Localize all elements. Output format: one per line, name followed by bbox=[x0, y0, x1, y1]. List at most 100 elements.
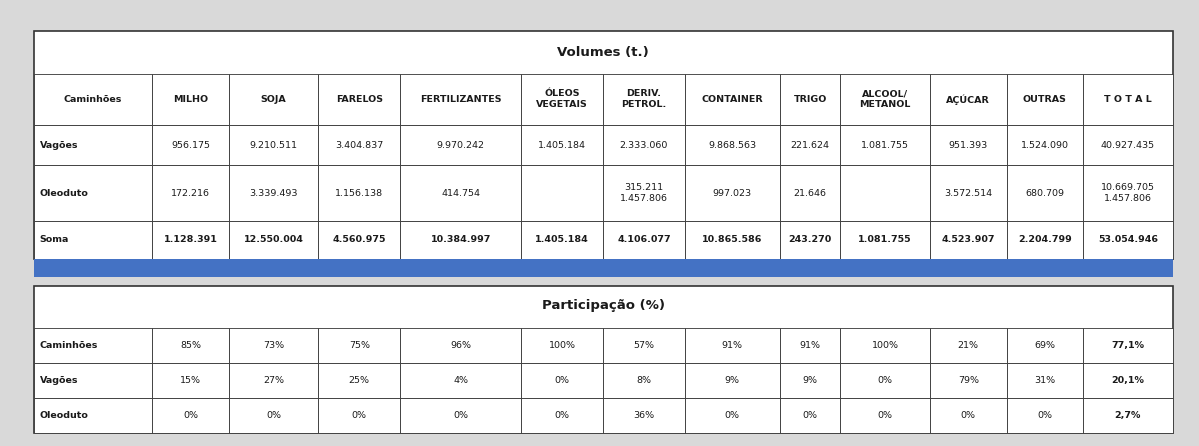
Bar bbox=[930, 221, 1006, 259]
Text: 0%: 0% bbox=[266, 411, 281, 420]
Text: 997.023: 997.023 bbox=[712, 189, 752, 198]
Bar bbox=[34, 328, 152, 363]
Text: 680.709: 680.709 bbox=[1025, 189, 1065, 198]
Text: 1.524.090: 1.524.090 bbox=[1020, 140, 1068, 149]
Text: Vagões: Vagões bbox=[40, 376, 78, 385]
Bar bbox=[603, 221, 685, 259]
Text: 4.523.907: 4.523.907 bbox=[941, 235, 995, 244]
Bar bbox=[1083, 165, 1173, 221]
Text: 0%: 0% bbox=[960, 411, 976, 420]
Bar bbox=[840, 74, 930, 125]
Text: 91%: 91% bbox=[800, 341, 820, 350]
Bar bbox=[779, 74, 840, 125]
Bar bbox=[930, 328, 1006, 363]
Text: 9.970.242: 9.970.242 bbox=[436, 140, 484, 149]
Bar bbox=[840, 125, 930, 165]
Bar bbox=[318, 221, 400, 259]
Text: 15%: 15% bbox=[180, 376, 201, 385]
Text: FERTILIZANTES: FERTILIZANTES bbox=[420, 95, 501, 104]
Text: Participação (%): Participação (%) bbox=[542, 299, 664, 312]
Bar bbox=[152, 74, 229, 125]
Bar bbox=[685, 398, 779, 433]
Text: 1.405.184: 1.405.184 bbox=[535, 235, 589, 244]
Text: 10.669.705
1.457.806: 10.669.705 1.457.806 bbox=[1101, 183, 1155, 203]
Text: SOJA: SOJA bbox=[260, 95, 287, 104]
Text: Caminhões: Caminhões bbox=[40, 341, 98, 350]
Bar bbox=[840, 398, 930, 433]
Text: ALCOOL/
METANOL: ALCOOL/ METANOL bbox=[860, 89, 911, 109]
Bar bbox=[1083, 125, 1173, 165]
Text: 10.384.997: 10.384.997 bbox=[430, 235, 490, 244]
Bar bbox=[840, 363, 930, 398]
Bar bbox=[603, 165, 685, 221]
Bar bbox=[779, 125, 840, 165]
Text: 315.211
1.457.806: 315.211 1.457.806 bbox=[620, 183, 668, 203]
Text: Volumes (t.): Volumes (t.) bbox=[558, 46, 649, 59]
Text: 1.081.755: 1.081.755 bbox=[858, 235, 912, 244]
Text: 36%: 36% bbox=[633, 411, 655, 420]
Text: 25%: 25% bbox=[349, 376, 369, 385]
Bar bbox=[603, 125, 685, 165]
Text: OUTRAS: OUTRAS bbox=[1023, 95, 1067, 104]
Text: 73%: 73% bbox=[263, 341, 284, 350]
Bar bbox=[34, 165, 152, 221]
Bar bbox=[522, 363, 603, 398]
Text: 8%: 8% bbox=[637, 376, 651, 385]
Bar bbox=[1006, 125, 1083, 165]
Text: 221.624: 221.624 bbox=[790, 140, 830, 149]
Text: 85%: 85% bbox=[180, 341, 201, 350]
Text: 1.081.755: 1.081.755 bbox=[861, 140, 909, 149]
Bar bbox=[318, 74, 400, 125]
Text: Oleoduto: Oleoduto bbox=[40, 189, 89, 198]
Bar bbox=[229, 221, 318, 259]
Bar bbox=[229, 125, 318, 165]
Bar bbox=[685, 74, 779, 125]
Text: 21%: 21% bbox=[958, 341, 978, 350]
Bar bbox=[1006, 165, 1083, 221]
Bar bbox=[779, 398, 840, 433]
Text: 2,7%: 2,7% bbox=[1115, 411, 1141, 420]
Text: 2.204.799: 2.204.799 bbox=[1018, 235, 1072, 244]
Text: 0%: 0% bbox=[878, 411, 893, 420]
Bar bbox=[229, 74, 318, 125]
Bar bbox=[930, 74, 1006, 125]
Text: 21.646: 21.646 bbox=[794, 189, 826, 198]
Bar bbox=[522, 328, 603, 363]
Text: 27%: 27% bbox=[263, 376, 284, 385]
Bar bbox=[152, 398, 229, 433]
Bar bbox=[400, 328, 522, 363]
Text: ÓLEOS
VEGETAIS: ÓLEOS VEGETAIS bbox=[536, 89, 588, 109]
Text: 0%: 0% bbox=[555, 376, 570, 385]
Bar bbox=[34, 398, 152, 433]
Text: 4.560.975: 4.560.975 bbox=[332, 235, 386, 244]
Text: 91%: 91% bbox=[722, 341, 743, 350]
Bar bbox=[1006, 328, 1083, 363]
Text: MILHO: MILHO bbox=[173, 95, 207, 104]
Text: 414.754: 414.754 bbox=[441, 189, 481, 198]
Text: 0%: 0% bbox=[351, 411, 367, 420]
Bar bbox=[229, 398, 318, 433]
Text: Oleoduto: Oleoduto bbox=[40, 411, 89, 420]
Bar bbox=[400, 125, 522, 165]
Bar bbox=[779, 165, 840, 221]
Text: 20,1%: 20,1% bbox=[1111, 376, 1144, 385]
Bar bbox=[318, 125, 400, 165]
Text: 3.572.514: 3.572.514 bbox=[945, 189, 993, 198]
Bar bbox=[522, 165, 603, 221]
Text: T O T A L: T O T A L bbox=[1104, 95, 1152, 104]
Text: 77,1%: 77,1% bbox=[1111, 341, 1144, 350]
Text: 172.216: 172.216 bbox=[171, 189, 210, 198]
Bar bbox=[930, 398, 1006, 433]
Bar bbox=[34, 221, 152, 259]
Text: DERIV.
PETROL.: DERIV. PETROL. bbox=[621, 89, 667, 109]
Bar bbox=[522, 398, 603, 433]
Bar bbox=[1006, 398, 1083, 433]
Bar bbox=[34, 286, 1173, 433]
Bar bbox=[229, 363, 318, 398]
Text: 956.175: 956.175 bbox=[171, 140, 210, 149]
Text: 53.054.946: 53.054.946 bbox=[1098, 235, 1158, 244]
Text: 31%: 31% bbox=[1035, 376, 1055, 385]
Bar bbox=[1083, 328, 1173, 363]
Text: 96%: 96% bbox=[450, 341, 471, 350]
Bar bbox=[1083, 363, 1173, 398]
